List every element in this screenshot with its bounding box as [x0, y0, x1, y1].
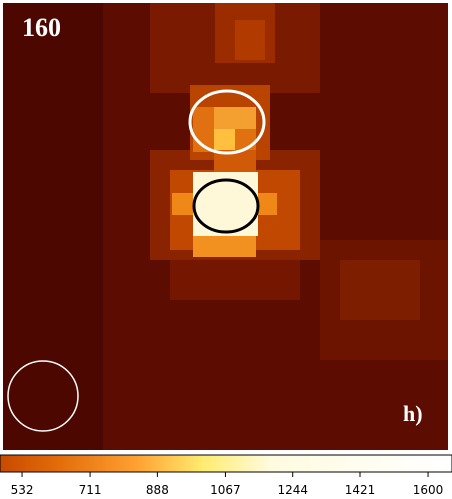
- tick-label: 1067: [210, 483, 241, 497]
- colorbar-ticks: 532 711 888 1067 1244 1421 1600: [11, 472, 444, 497]
- tick-label: 1421: [345, 483, 376, 497]
- image-label: 160: [22, 13, 61, 42]
- region-circle: [192, 178, 260, 234]
- panel-label: h): [403, 401, 423, 426]
- tick-label: 711: [79, 483, 102, 497]
- tick-label: 532: [11, 483, 34, 497]
- colorbar: [0, 454, 452, 473]
- tick-label: 888: [146, 483, 169, 497]
- tick-label: 1244: [277, 483, 308, 497]
- image: 160 h): [3, 3, 448, 450]
- region-circle: [188, 89, 266, 155]
- tick-label: 1600: [413, 483, 444, 497]
- background-circle: [7, 360, 79, 432]
